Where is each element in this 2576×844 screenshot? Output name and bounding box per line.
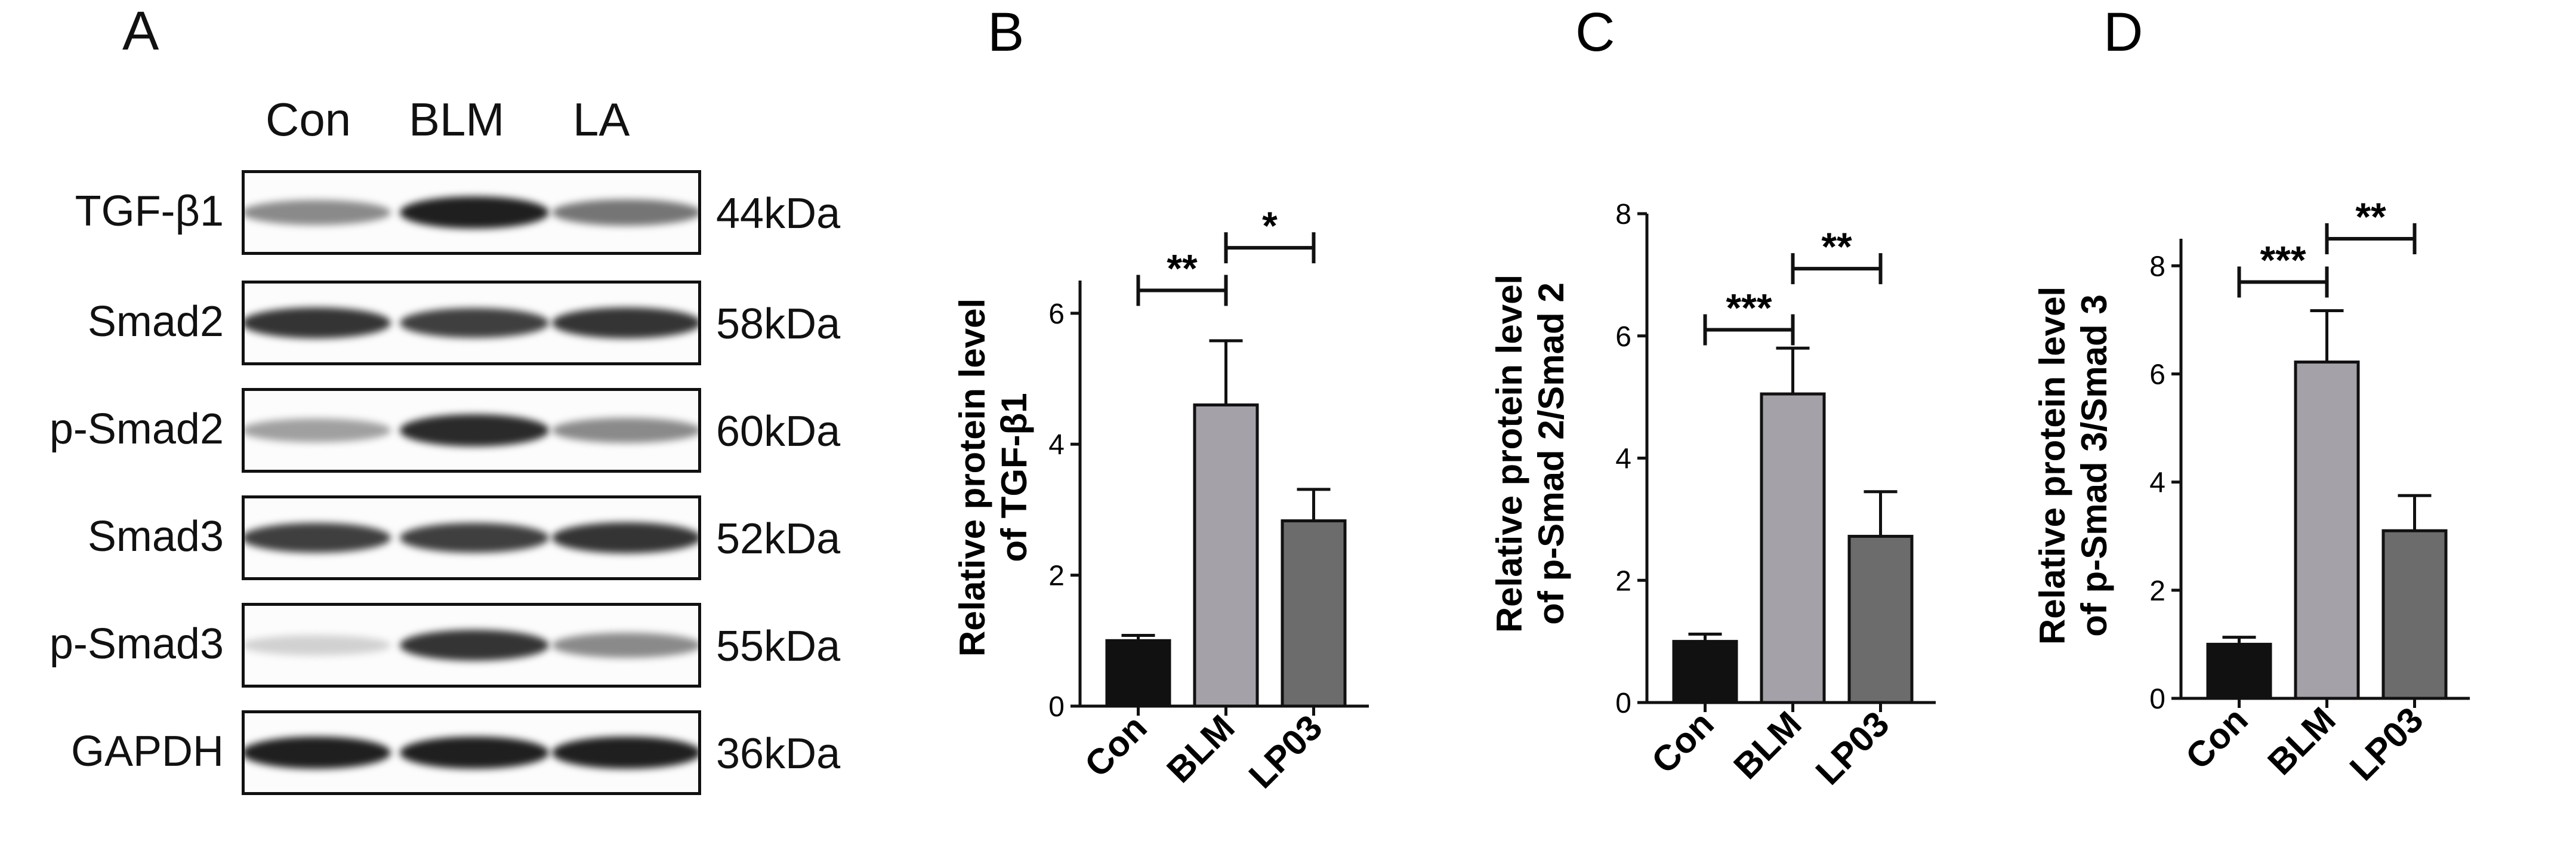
significance-label: ** — [2355, 195, 2386, 239]
blot-row-label: p-Smad3 — [49, 620, 224, 668]
molecular-weight-label: 55kDa — [716, 623, 841, 670]
x-tick-label: BLM — [1726, 704, 1809, 787]
y-tick-label: 0 — [1048, 691, 1065, 723]
y-tick-label: 8 — [2149, 251, 2165, 282]
y-tick-label: 8 — [1615, 199, 1631, 230]
molecular-weight-label: 36kDa — [716, 730, 841, 778]
panel-letter: C — [1575, 2, 1615, 63]
y-tick-label: 0 — [2149, 683, 2165, 715]
bar-con — [1672, 640, 1738, 704]
blot-band — [400, 414, 549, 446]
blot-band — [245, 200, 391, 225]
blot-band — [552, 307, 698, 339]
blot-band — [245, 522, 391, 553]
blot-band — [400, 629, 549, 661]
x-tick-label: Con — [1644, 704, 1722, 781]
molecular-weight-label: 44kDa — [716, 190, 841, 238]
blot-band — [552, 199, 698, 226]
y-tick-label: 4 — [1615, 443, 1631, 475]
blot-band — [245, 635, 391, 655]
blot-strip — [242, 281, 701, 365]
y-axis-title-line2: of p-Smad 3/Smad 3 — [2074, 294, 2114, 636]
blot-band — [245, 307, 391, 339]
bar-lp03 — [1847, 535, 1914, 704]
bar-blm — [1760, 392, 1826, 704]
blot-band — [552, 736, 698, 769]
blot-row-label: TGF-β1 — [75, 187, 224, 235]
blot-band — [552, 522, 698, 554]
blot-strip — [242, 170, 701, 255]
bar-con — [1105, 639, 1171, 708]
blot-band — [245, 736, 391, 769]
x-tick-label: Con — [1077, 707, 1155, 785]
chart-c-p-smad2: C Relative protein level of p-Smad 2/Smad … — [1489, 2, 1936, 793]
x-tick-label: Con — [2178, 700, 2256, 777]
y-tick-label: 6 — [1048, 298, 1065, 330]
lane-label-la: LA — [573, 93, 630, 146]
blot-strip — [242, 710, 701, 795]
panel-letter: D — [2103, 2, 2143, 63]
blot-strip — [242, 603, 701, 688]
y-tick-label: 0 — [1615, 688, 1631, 719]
panel-a-letter: A — [122, 1, 159, 61]
blot-strip — [242, 388, 701, 473]
blot-strip — [242, 495, 701, 580]
molecular-weight-label: 58kDa — [716, 300, 841, 348]
y-axis-title-line2: of p-Smad 2/Smad 2 — [1531, 282, 1571, 624]
blot-band — [245, 418, 391, 442]
bar-lp03 — [2381, 529, 2448, 700]
bar-blm — [2294, 361, 2360, 700]
x-tick-label: LP03 — [2342, 700, 2431, 788]
y-tick-label: 4 — [1048, 429, 1065, 461]
y-tick-label: 2 — [2149, 575, 2165, 607]
chart-b-tgf-beta1: B Relative protein level of TGF-β1 0 2 4 6 Con B… — [952, 2, 1369, 796]
y-tick-label: 6 — [1615, 321, 1631, 353]
y-tick-label: 2 — [1615, 565, 1631, 597]
bar-blm — [1193, 403, 1259, 708]
blot-band — [552, 633, 698, 658]
blot-band — [400, 307, 549, 338]
x-tick-label: LP03 — [1241, 707, 1330, 796]
bar-lp03 — [1281, 519, 1347, 708]
significance-label: *** — [2260, 238, 2306, 282]
lane-label-blm: BLM — [409, 93, 505, 146]
blot-row-label: Smad3 — [87, 513, 224, 560]
molecular-weight-label: 52kDa — [716, 515, 841, 563]
y-axis-title-line1: Relative protein level — [2032, 287, 2072, 645]
y-tick-label: 6 — [2149, 359, 2165, 390]
blot-band — [400, 522, 549, 553]
y-axis-title-line1: Relative protein level — [952, 298, 992, 657]
blot-band — [400, 196, 549, 229]
y-axis-title-line1: Relative protein level — [1489, 275, 1529, 633]
blot-row-label: Smad2 — [87, 298, 224, 346]
blot-row-label: GAPDH — [70, 728, 224, 775]
x-tick-label: BLM — [2260, 700, 2343, 783]
blot-band — [400, 736, 549, 769]
y-axis-title-line2: of TGF-β1 — [994, 393, 1034, 562]
molecular-weight-label: 60kDa — [716, 408, 841, 455]
blot-row-label: p-Smad2 — [49, 405, 224, 453]
lane-label-con: Con — [266, 93, 351, 146]
significance-label: ** — [1821, 224, 1852, 269]
y-tick-label: 2 — [1048, 560, 1065, 592]
y-tick-label: 4 — [2149, 467, 2165, 499]
significance-label: ** — [1167, 246, 1198, 290]
significance-label: *** — [1726, 286, 1772, 330]
chart-d-p-smad3: D Relative protein level of p-Smad 3/Smad … — [2032, 2, 2470, 788]
significance-label: * — [1262, 204, 1278, 248]
panel-letter: B — [988, 2, 1024, 63]
x-tick-label: BLM — [1159, 707, 1242, 790]
bar-con — [2206, 642, 2272, 700]
blot-band — [552, 418, 698, 443]
x-tick-label: LP03 — [1808, 704, 1897, 793]
